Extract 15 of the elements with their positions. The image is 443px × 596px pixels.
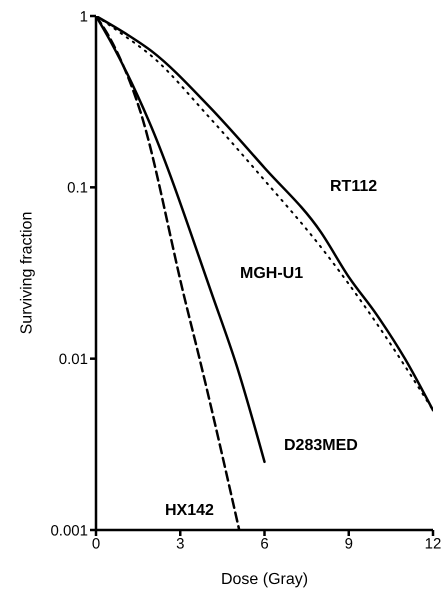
y-tick-label: 1 — [80, 8, 88, 26]
y-axis-title: Surviving fraction — [18, 212, 36, 334]
series-label: RT112 — [330, 178, 378, 196]
y-tick-label: 0.1 — [67, 180, 88, 197]
y-tick-label: 0.001 — [50, 522, 88, 540]
x-tick-label: 9 — [344, 536, 353, 553]
annotation: MGH-U1 — [240, 265, 304, 283]
y-tick-label: 0.01 — [58, 350, 88, 368]
series-label: D283MED — [284, 437, 358, 455]
series-label: HX142 — [165, 502, 214, 520]
x-tick-label: 3 — [176, 536, 184, 553]
x-tick-label: 0 — [92, 536, 100, 553]
x-tick-label: 12 — [424, 536, 442, 553]
x-tick-label: 6 — [260, 536, 269, 553]
x-axis-title: Dose (Gray) — [220, 571, 308, 588]
